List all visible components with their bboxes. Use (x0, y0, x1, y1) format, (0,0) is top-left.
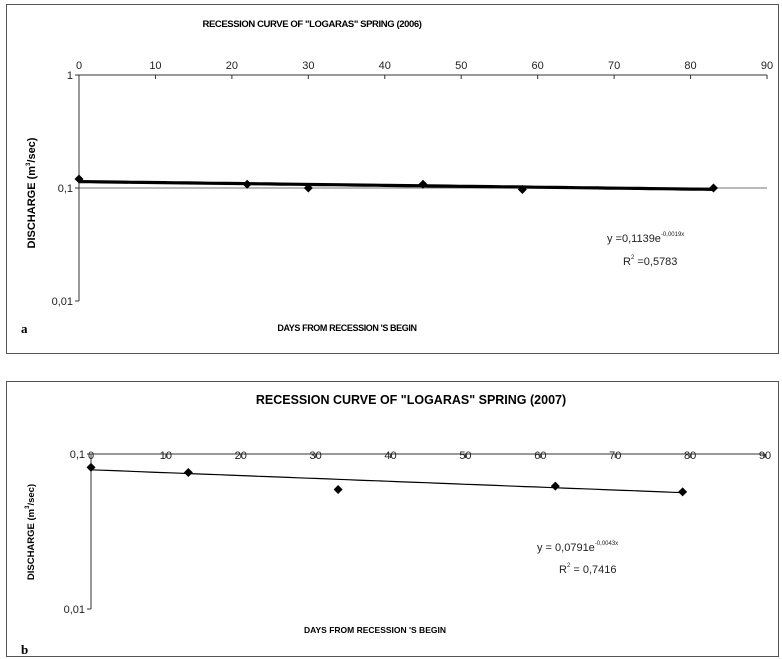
chart-a-y-tick-label: 1 (67, 70, 73, 82)
chart-a-ylabel: DISCHARGE (m3/sec) (26, 137, 38, 248)
chart-a-r2: R2 =0,5783 (623, 255, 677, 268)
chart-b-x-tick-label: 20 (235, 450, 247, 462)
chart-b-data-point (333, 485, 343, 495)
chart-a-xlabel: DAYS FROM RECESSION 'S BEGIN (277, 323, 416, 333)
chart-a-x-tick-label: 20 (226, 60, 238, 72)
chart-a-x-tick-label: 0 (76, 60, 82, 72)
chart-a-data-point (242, 179, 252, 189)
chart-b-x-tick-label: 70 (609, 450, 621, 462)
chart-a-x-tick-label: 70 (608, 60, 620, 72)
chart-panel-a: RECESSION CURVE OF "LOGARAS" SPRING (200… (6, 4, 779, 354)
chart-b-xlabel: DAYS FROM RECESSION 'S BEGIN (304, 625, 446, 635)
chart-a-data-point (517, 184, 527, 194)
chart-b-x-tick-label: 60 (534, 450, 546, 462)
chart-b-ylabel: DISCHARGE (m3/sec) (25, 484, 37, 580)
chart-a-x-tick-label: 50 (455, 60, 467, 72)
chart-a-data-point (74, 174, 84, 184)
chart-a-points (74, 174, 718, 194)
chart-b-x-tick-label: 50 (459, 450, 471, 462)
chart-b-data-point (678, 487, 688, 497)
chart-a-x-tick-label: 80 (684, 60, 696, 72)
chart-b-x-tick-label: 40 (384, 450, 396, 462)
chart-a-x-ticks: 0 10 20 30 40 50 60 70 80 90 (76, 60, 773, 79)
chart-b-data-point (183, 467, 193, 477)
chart-b-x-tick-label: 10 (160, 450, 172, 462)
chart-a-data-point (303, 183, 313, 193)
chart-a-data-point (418, 179, 428, 189)
chart-a-x-tick-label: 40 (379, 60, 391, 72)
chart-a-y-tick-label: 0,01 (52, 296, 73, 308)
chart-b-x-tick-label: 0 (88, 450, 94, 462)
chart-a-x-tick-label: 30 (302, 60, 314, 72)
chart-b-data-point (550, 481, 560, 491)
chart-b-trendline (90, 469, 683, 494)
chart-a-title: RECESSION CURVE OF "LOGARAS" SPRING (200… (202, 19, 421, 30)
chart-a-equation: y =0,1139e-0,0019x (607, 232, 684, 245)
chart-a-trendline-group (78, 180, 714, 191)
chart-b-y-tick-label: 0,1 (70, 449, 85, 461)
chart-a-y-tick-label: 0,1 (58, 183, 73, 195)
chart-b-points (86, 462, 688, 497)
chart-b-x-tick-label: 30 (310, 450, 322, 462)
chart-b-r2: R2 = 0,7416 (559, 563, 616, 576)
chart-b-trendline-group (90, 469, 683, 494)
chart-a-x-tick-label: 10 (149, 60, 161, 72)
chart-b-svg: RECESSION CURVE OF "LOGARAS" SPRING (200… (21, 393, 771, 657)
chart-a-x-tick-label: 90 (761, 60, 773, 72)
chart-b-equation: y = 0,0791e-0,0043x (537, 541, 618, 554)
chart-b-x-tick-label: 80 (684, 450, 696, 462)
chart-b-y-tick-label: 0,01 (64, 604, 85, 616)
chart-b-title: RECESSION CURVE OF "LOGARAS" SPRING (200… (256, 393, 566, 407)
chart-a-trendline (78, 180, 714, 191)
chart-b-y-ticks: 0,1 0,01 (64, 449, 91, 616)
chart-a-x-tick-label: 60 (532, 60, 544, 72)
chart-b-data-point (86, 462, 96, 472)
chart-b-x-ticks: 0 10 20 30 40 50 60 70 80 90 (88, 450, 771, 462)
chart-b-x-tick-label: 90 (759, 450, 771, 462)
chart-b-panel-letter: b (21, 642, 28, 657)
chart-a-svg: RECESSION CURVE OF "LOGARAS" SPRING (200… (21, 19, 773, 336)
chart-b-axes (90, 453, 765, 609)
chart-panel-b: RECESSION CURVE OF "LOGARAS" SPRING (200… (6, 381, 779, 657)
chart-a-data-point (708, 183, 718, 193)
chart-a-y-ticks: 1 0,1 0,01 (52, 70, 79, 308)
chart-a-panel-letter: a (21, 321, 28, 336)
